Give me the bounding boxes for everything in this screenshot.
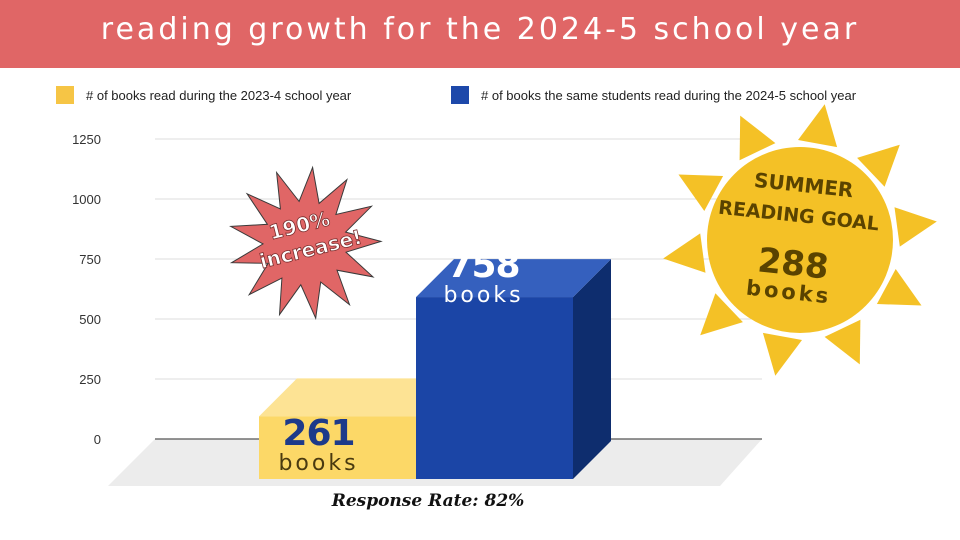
- chart-bars: [259, 259, 611, 479]
- bar: [416, 297, 573, 479]
- bar-top: [259, 378, 454, 417]
- y-tick-label: 500: [79, 312, 101, 327]
- page-title: reading growth for the 2024-5 school yea…: [100, 12, 860, 47]
- response-rate-label: Response Rate: 82%: [331, 491, 525, 511]
- bar-top: [416, 259, 611, 298]
- sun-ray: [739, 115, 776, 161]
- sun-rays: [663, 104, 937, 376]
- legend-label-2023: # of books read during the 2023-4 school…: [86, 87, 352, 103]
- title-bar: reading growth for the 2024-5 school yea…: [0, 0, 960, 68]
- y-tick-label: 250: [79, 372, 101, 387]
- y-tick-label: 1250: [72, 132, 101, 147]
- y-axis-ticks: 0 250 500 750 1000 1250: [72, 132, 101, 447]
- legend-swatch-2023: [56, 86, 74, 104]
- bar-side: [573, 259, 611, 479]
- sun-disc: [707, 147, 893, 333]
- legend-item-2023: # of books read during the 2023-4 school…: [56, 86, 351, 104]
- sun-ray: [798, 104, 838, 148]
- bar-value-label: 758: [447, 245, 519, 286]
- legend-swatch-2024: [451, 86, 469, 104]
- bar-value-label: 261: [282, 413, 354, 454]
- sun-ray: [700, 293, 743, 336]
- sun-ray: [663, 233, 706, 273]
- sun-ray: [678, 174, 724, 211]
- legend-label-2024: # of books the same students read during…: [481, 87, 857, 103]
- sun-goal-value: 288: [756, 240, 831, 287]
- sun-icon: SUMMER READING GOAL 288 books: [663, 104, 937, 376]
- legend-item-2024: # of books the same students read during…: [451, 86, 856, 104]
- y-tick-label: 1000: [72, 192, 101, 207]
- bar-unit-label: books: [278, 451, 358, 476]
- sun-ray: [762, 332, 802, 376]
- y-tick-label: 0: [94, 432, 101, 447]
- increase-burst: 190% increase!: [229, 165, 383, 321]
- sun-ray: [876, 269, 922, 306]
- sun-ray: [894, 207, 937, 247]
- sun-ray: [857, 144, 900, 187]
- bar-unit-label: books: [443, 283, 523, 308]
- burst-shape: [229, 165, 383, 321]
- bar: [259, 416, 416, 479]
- sun-ray: [824, 319, 861, 365]
- y-tick-label: 750: [79, 252, 101, 267]
